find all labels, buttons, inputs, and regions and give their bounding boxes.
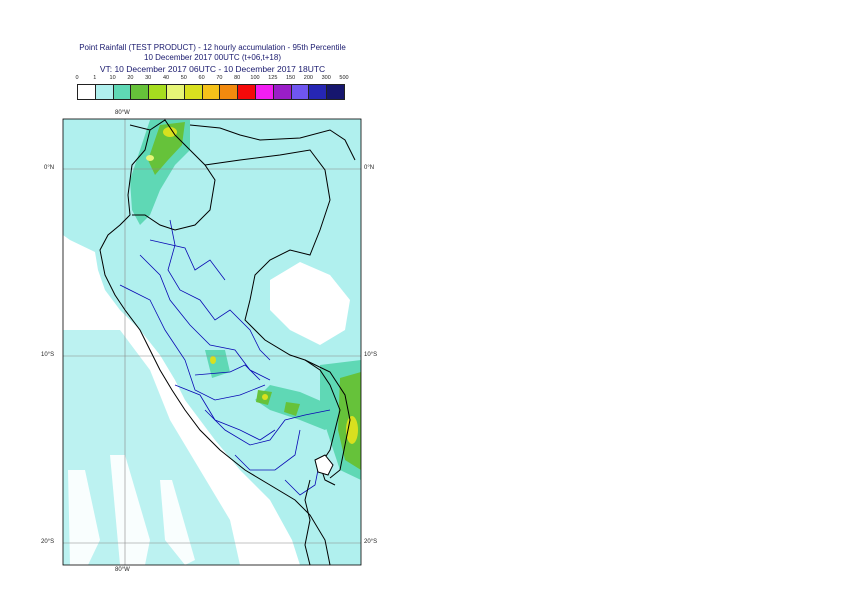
rain-field-light: [63, 119, 361, 565]
rain-core-yellow-1: [163, 127, 177, 137]
run-date: 10 December 2017 00UTC (t+06,t+18): [144, 53, 281, 62]
lon-label-bottom: 80°W: [115, 567, 130, 573]
lat-label-left-0: 0°N: [44, 165, 55, 171]
chart-title: Point Rainfall (TEST PRODUCT) - 12 hourl…: [79, 43, 346, 52]
rain-core-yellow-4: [262, 394, 268, 400]
dry-strip-3: [160, 480, 195, 565]
lat-label-left-20: 20°S: [41, 539, 55, 545]
rain-core-yellow-5: [210, 356, 216, 364]
dry-strip-1: [68, 470, 100, 565]
dry-area-amazon: [270, 262, 350, 345]
map-frame: [62, 118, 362, 566]
lat-label-left-10: 10°S: [41, 352, 55, 358]
validity-time: VT: 10 December 2017 06UTC - 10 December…: [99, 64, 326, 74]
lat-label-right-0: 0°N: [364, 165, 375, 171]
rain-core-yellow-2: [146, 155, 154, 161]
dry-strip-2: [110, 455, 150, 565]
rain-field-green-4: [284, 402, 300, 416]
lat-label-right-20: 20°S: [364, 539, 378, 545]
lat-label-right-10: 10°S: [364, 352, 378, 358]
country-borders: [99, 119, 356, 565]
dry-area-coast: [63, 250, 100, 300]
map-content: [63, 119, 361, 565]
region-borders: [119, 219, 331, 496]
graticule: [63, 119, 361, 565]
lon-label-top: 80°W: [115, 110, 130, 116]
rain-field-offshore: [63, 330, 240, 565]
